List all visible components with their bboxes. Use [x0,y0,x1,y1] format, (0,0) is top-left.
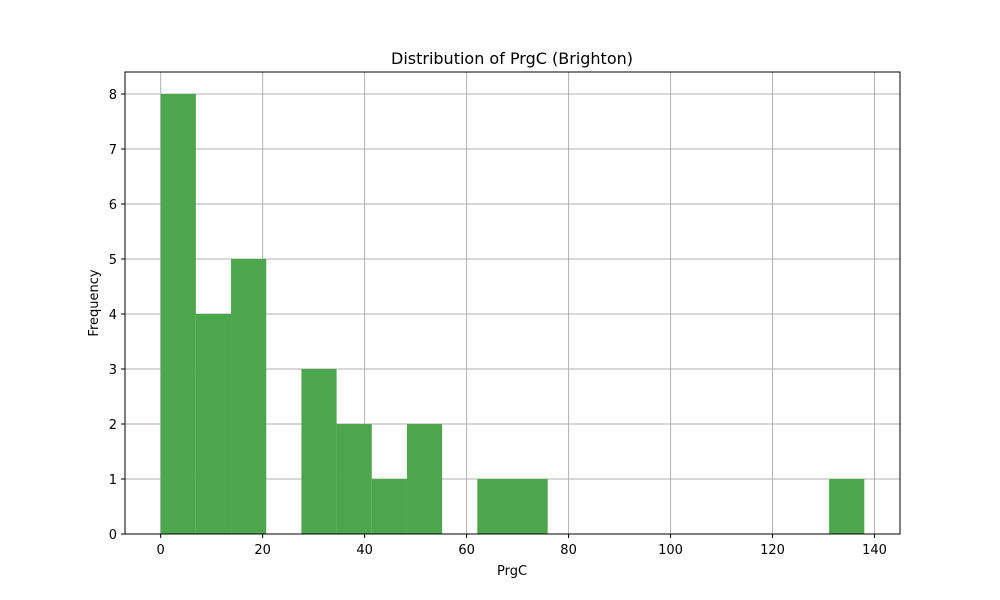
x-tick-label: 140 [862,543,887,558]
histogram-bar [406,424,443,534]
y-tick-label: 0 [109,528,117,543]
chart-title: Distribution of PrgC (Brighton) [391,49,633,68]
y-tick-label: 6 [109,198,117,213]
histogram-bar [160,94,196,534]
y-tick-label: 1 [109,473,117,488]
histogram-bar [301,369,337,534]
y-tick-label: 3 [109,363,117,378]
plot-frame [124,71,901,535]
x-tick-label: 80 [560,543,577,558]
histogram-bar [829,479,865,534]
x-tick-label: 100 [658,543,683,558]
histogram-bar [231,259,267,534]
x-tick-label: 0 [157,543,165,558]
x-tick-label: 40 [356,543,373,558]
y-tick-label: 2 [109,418,117,433]
y-axis-ticks: 0 1 2 3 4 5 6 7 8 [109,88,125,543]
y-tick-label: 7 [109,143,117,158]
histogram-bar [195,314,232,534]
y-tick-label: 8 [109,88,117,103]
x-tick-label: 120 [760,543,785,558]
y-axis-label: Frequency [87,269,102,336]
histogram-bars [160,94,865,534]
histogram-bar [371,479,407,534]
histogram-bar [336,424,372,534]
histogram-bar [477,479,513,534]
y-tick-label: 4 [109,308,117,323]
histogram-bar [512,479,548,534]
x-tick-label: 20 [254,543,271,558]
x-tick-label: 60 [458,543,475,558]
y-tick-label: 5 [109,253,117,268]
x-axis-ticks: 0 20 40 60 80 100 120 140 [157,534,887,558]
x-axis-label: PrgC [497,564,527,579]
